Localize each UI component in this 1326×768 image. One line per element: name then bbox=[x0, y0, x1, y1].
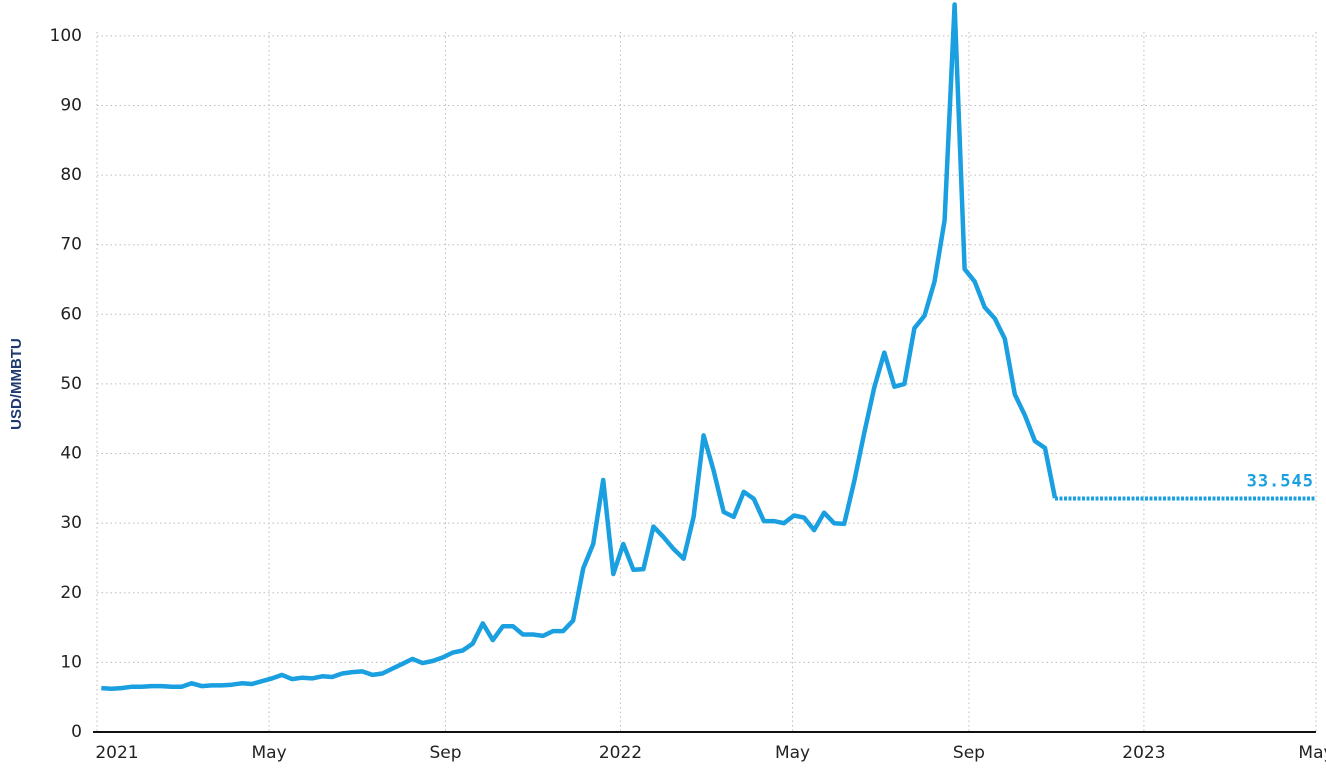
x-tick-label: Sep bbox=[429, 743, 461, 763]
y-tick-label: 0 bbox=[71, 722, 82, 742]
y-axis-label: USD/MMBTU bbox=[8, 338, 25, 430]
x-tick-label: May bbox=[775, 743, 810, 763]
x-tick-label: 2023 bbox=[1122, 743, 1165, 763]
y-tick-label: 50 bbox=[60, 374, 82, 394]
line-series bbox=[101, 2, 1058, 692]
y-tick-label: 100 bbox=[50, 26, 82, 46]
x-tick-label: Sep bbox=[953, 743, 985, 763]
y-tick-label: 30 bbox=[60, 513, 82, 533]
x-tick-label: 2022 bbox=[599, 743, 642, 763]
x-tick-label: 2021 bbox=[95, 743, 138, 763]
y-tick-label: 10 bbox=[60, 652, 82, 672]
data-label: 33.545 bbox=[1247, 471, 1314, 491]
x-tick-label: May bbox=[252, 743, 287, 763]
y-tick-label: 70 bbox=[60, 235, 82, 255]
y-tick-label: 60 bbox=[60, 304, 82, 324]
y-tick-label: 80 bbox=[60, 165, 82, 185]
plot-area bbox=[101, 2, 1316, 692]
x-tick-label: May bbox=[1298, 743, 1326, 763]
y-tick-label: 20 bbox=[60, 583, 82, 603]
y-tick-label: 40 bbox=[60, 444, 82, 464]
y-tick-label: 90 bbox=[60, 95, 82, 115]
